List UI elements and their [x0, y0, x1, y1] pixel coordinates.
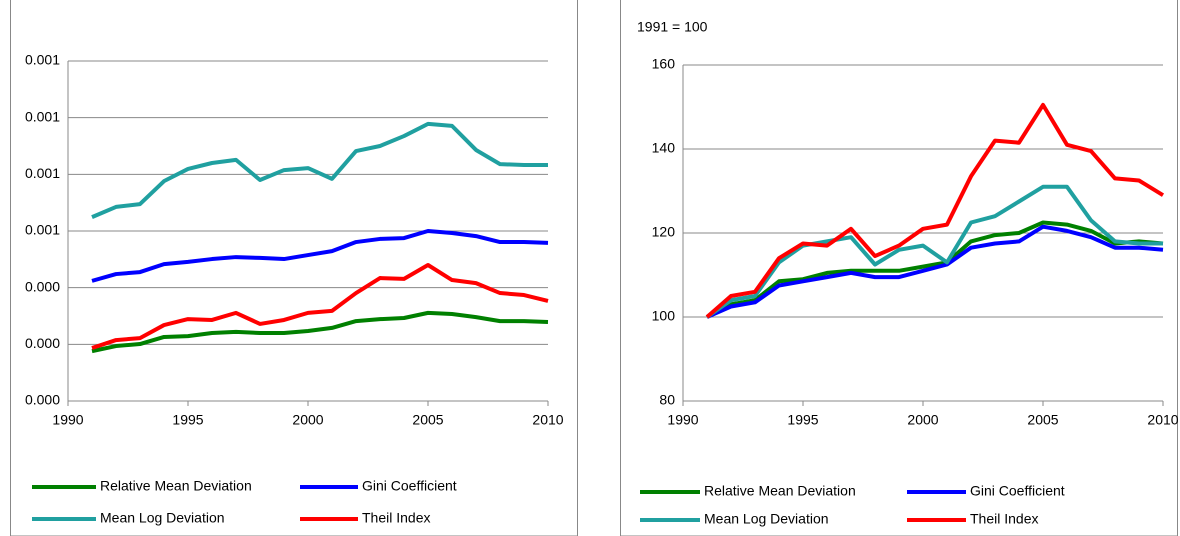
x-tick-label: 1990 — [52, 412, 83, 428]
y-tick-label: 0.000 — [25, 335, 60, 351]
y-tick-label: 80 — [659, 392, 675, 408]
legend-label: Mean Log Deviation — [704, 511, 829, 527]
legend-label: Theil Index — [362, 510, 430, 526]
x-tick-label: 1995 — [172, 412, 203, 428]
y-tick-label: 160 — [652, 56, 676, 72]
x-tick-label: 2000 — [907, 412, 938, 428]
x-tick-label: 2005 — [412, 412, 443, 428]
x-tick-label: 2000 — [292, 412, 323, 428]
line-series — [91, 121, 548, 219]
y-tick-label: 0.001 — [25, 222, 60, 238]
chart-frame — [620, 0, 1178, 536]
line-series — [91, 229, 549, 283]
legend-label: Theil Index — [970, 511, 1038, 527]
legend-label: Relative Mean Deviation — [100, 478, 252, 494]
x-tick-label: 2010 — [1147, 412, 1178, 428]
legend-label: Relative Mean Deviation — [704, 483, 856, 499]
legend-label: Mean Log Deviation — [100, 510, 225, 526]
legend-label: Gini Coefficient — [970, 483, 1065, 499]
line-series — [706, 224, 1164, 319]
y-tick-label: 0.000 — [25, 392, 60, 408]
y-tick-label: 140 — [652, 140, 676, 156]
legend-label: Gini Coefficient — [362, 478, 457, 494]
line-series — [705, 184, 1163, 319]
line-series — [706, 220, 1164, 319]
x-tick-label: 1995 — [787, 412, 818, 428]
line-series — [91, 310, 549, 354]
annotation: 1991 = 100 — [637, 19, 708, 35]
y-tick-label: 0.001 — [25, 52, 60, 68]
x-tick-label: 1990 — [667, 412, 698, 428]
y-tick-label: 100 — [652, 308, 676, 324]
y-tick-label: 0.001 — [25, 165, 60, 181]
line-series — [705, 102, 1165, 319]
y-tick-label: 0.000 — [25, 278, 60, 294]
y-tick-label: 120 — [652, 224, 676, 240]
x-tick-label: 2005 — [1027, 412, 1058, 428]
line-series — [91, 263, 549, 350]
y-tick-label: 0.001 — [25, 108, 60, 124]
chart-frame — [10, 0, 578, 536]
x-tick-label: 2010 — [532, 412, 563, 428]
